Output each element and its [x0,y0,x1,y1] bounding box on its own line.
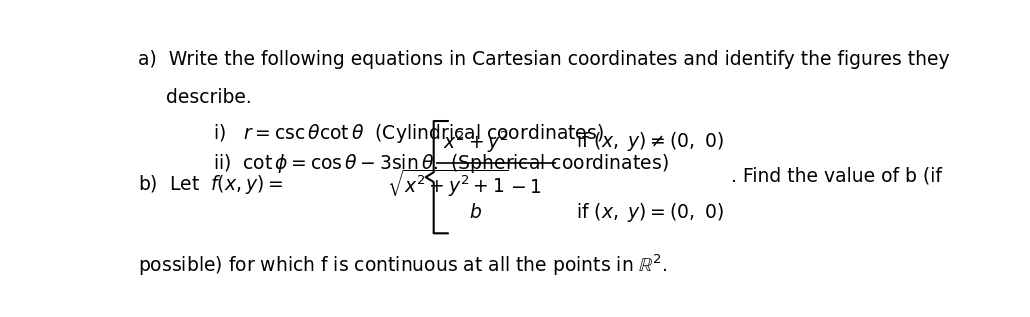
Text: $b$: $b$ [470,203,482,222]
Text: if $(x,\ y) = (0,\ 0)$: if $(x,\ y) = (0,\ 0)$ [576,201,724,224]
Text: if $(x,\ y) \neq (0,\ 0)$: if $(x,\ y) \neq (0,\ 0)$ [576,130,724,153]
Text: $\sqrt{x^2 + y^2+1}-1$: $\sqrt{x^2 + y^2+1}-1$ [386,168,542,199]
Text: a)  Write the following equations in Cartesian coordinates and identify the figu: a) Write the following equations in Cart… [138,50,950,69]
Text: b)  Let  $f(x, y) = $: b) Let $f(x, y) = $ [138,173,283,196]
Text: i)   $r = \csc\theta\cot\theta$  (Cylindrical coordinates): i) $r = \csc\theta\cot\theta$ (Cylindric… [212,122,604,145]
Text: ii)  $\cot\phi = \cos\theta - 3\sin\theta$.  (Spherical coordinates): ii) $\cot\phi = \cos\theta - 3\sin\theta… [212,152,668,175]
Text: $x^2 + y^2$: $x^2 + y^2$ [443,129,509,154]
Text: possible) for which f is continuous at all the points in $\mathbb{R}^2$.: possible) for which f is continuous at a… [138,253,668,278]
Text: . Find the value of b (if: . Find the value of b (if [731,166,942,185]
Text: describe.: describe. [166,88,252,107]
